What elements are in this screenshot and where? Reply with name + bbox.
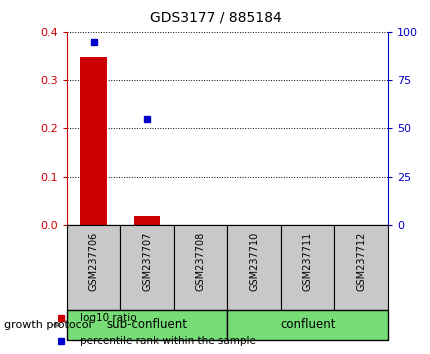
Bar (67, 225, 120, 310)
Text: GSM237708: GSM237708 (195, 232, 205, 291)
Bar (280, 225, 334, 310)
Text: GSM237712: GSM237712 (355, 232, 366, 291)
Text: growth protocol: growth protocol (4, 320, 92, 330)
Text: GSM237710: GSM237710 (249, 232, 258, 291)
Text: sub-confluent: sub-confluent (106, 318, 187, 331)
Text: log10 ratio: log10 ratio (80, 313, 136, 323)
Bar (67, 310, 227, 340)
Bar (334, 225, 387, 310)
Bar (80, 57, 107, 225)
Text: percentile rank within the sample: percentile rank within the sample (80, 336, 255, 346)
Text: confluent: confluent (279, 318, 335, 331)
Bar (120, 225, 173, 310)
Bar (227, 225, 280, 310)
Text: GSM237706: GSM237706 (88, 232, 98, 291)
Text: GSM237711: GSM237711 (302, 232, 312, 291)
Text: GDS3177 / 885184: GDS3177 / 885184 (149, 11, 281, 25)
Text: GSM237707: GSM237707 (142, 232, 152, 291)
Bar (173, 225, 227, 310)
Bar (133, 216, 160, 225)
Bar (227, 310, 387, 340)
